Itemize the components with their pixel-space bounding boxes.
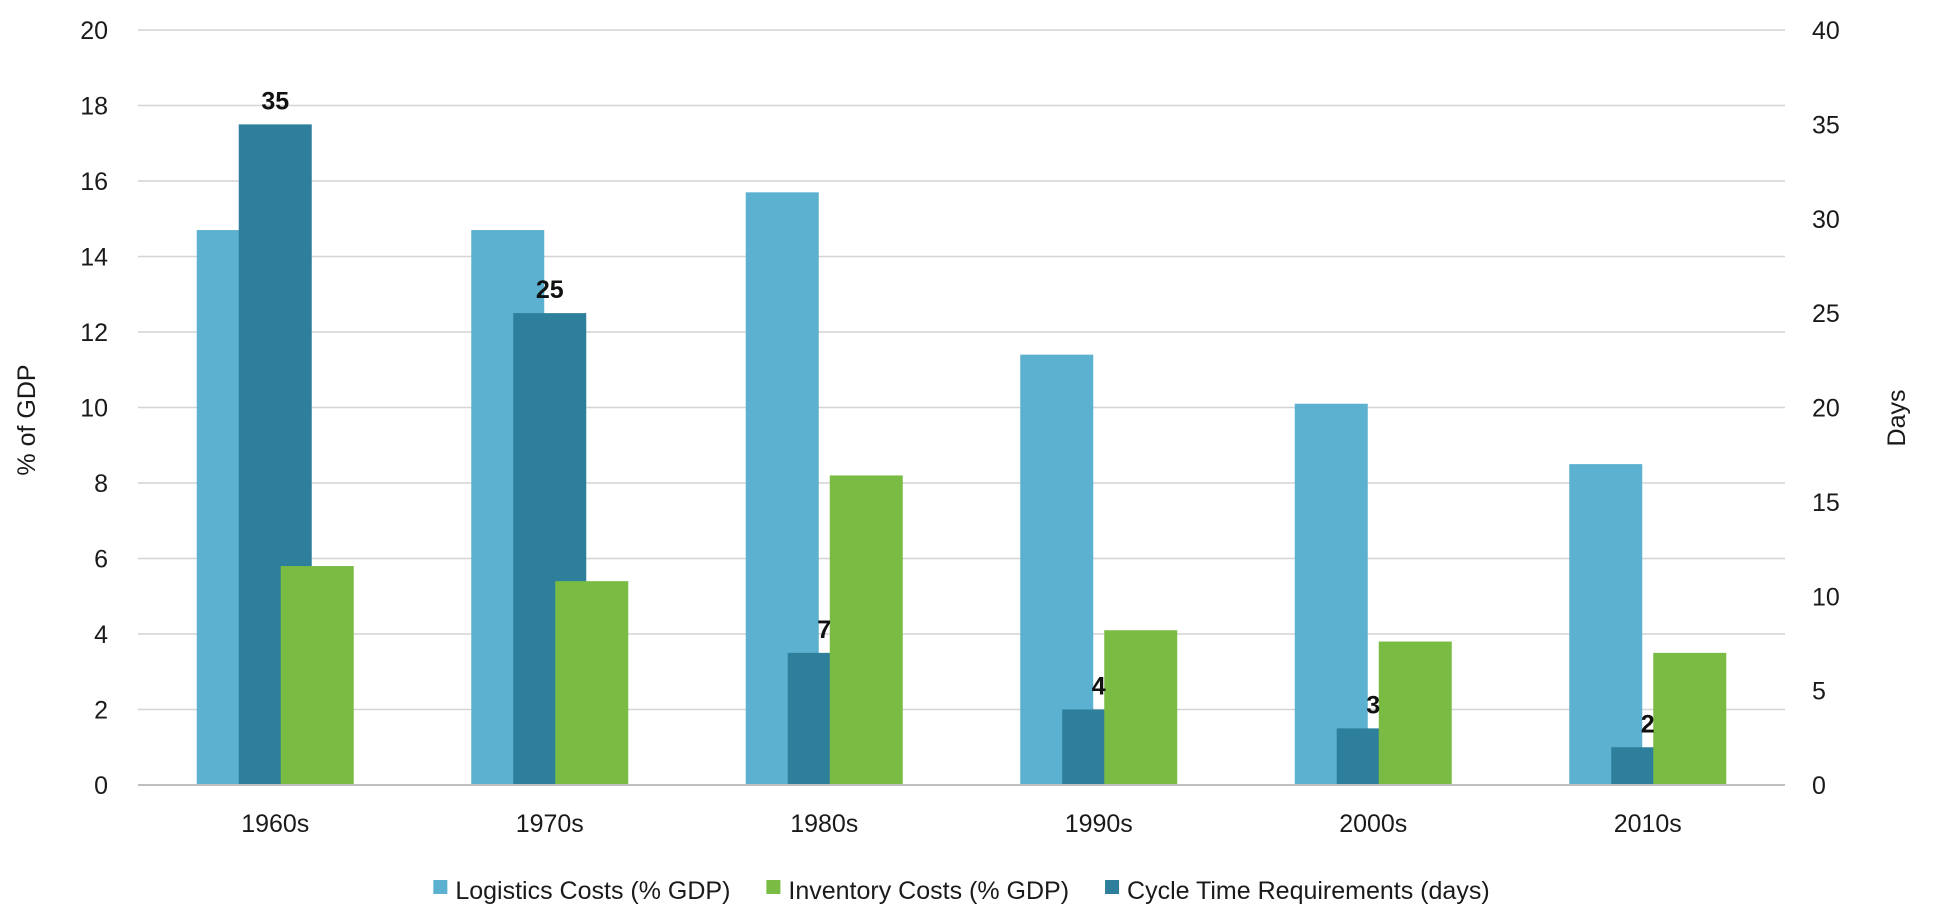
y-tick-label-right: 25: [1812, 300, 1840, 328]
bar: [1378, 641, 1452, 785]
data-label: 7: [817, 616, 831, 644]
legend-label: Inventory Costs (% GDP): [788, 877, 1069, 905]
y-axis-title-right: Days: [1883, 390, 1911, 447]
bar: [555, 581, 629, 785]
legend: Logistics Costs (% GDP) Inventory Costs (…: [433, 877, 1490, 905]
data-label: 4: [1092, 673, 1106, 701]
bar: [1569, 464, 1643, 785]
gridlines: [138, 29, 1785, 711]
y-tick-label-right: 0: [1812, 772, 1826, 800]
y-tick-label-left: 10: [80, 395, 108, 423]
y-tick-label-right: 30: [1812, 206, 1840, 234]
y-tick-label-left: 12: [80, 319, 108, 347]
legend-swatch: [433, 880, 448, 894]
legend-item: Cycle Time Requirements (days): [1105, 877, 1490, 905]
y-tick-label-right: 10: [1812, 583, 1840, 611]
bar: [1653, 652, 1727, 785]
x-tick-label: 1990s: [1065, 810, 1133, 838]
x-tick-label: 2000s: [1339, 810, 1407, 838]
bar: [829, 475, 903, 785]
x-tick-label: 1970s: [516, 810, 584, 838]
y-tick-label-left: 6: [94, 546, 108, 574]
y-tick-label-left: 8: [94, 470, 108, 498]
legend-item: Inventory Costs (% GDP): [766, 877, 1069, 905]
axes: 0 2 4 6 8 10 12 14 16 18 20 0 5 10 15 20 25 30 35 40 1960s 19…: [80, 17, 1840, 838]
legend-swatch: [1105, 880, 1120, 894]
y-tick-label-left: 20: [80, 17, 108, 45]
data-label: 3: [1366, 691, 1380, 719]
y-tick-label-right: 40: [1812, 17, 1840, 45]
x-tick-label: 1960s: [241, 810, 309, 838]
y-tick-label-left: 18: [80, 93, 108, 121]
y-tick-label-left: 14: [80, 244, 108, 272]
y-tick-label-right: 5: [1812, 678, 1826, 706]
y-tick-label-right: 20: [1812, 395, 1840, 423]
legend-label: Logistics Costs (% GDP): [455, 877, 730, 905]
bars: [196, 124, 1727, 785]
y-tick-label-right: 35: [1812, 111, 1840, 139]
data-label: 2: [1641, 710, 1655, 738]
x-tick-label: 2010s: [1614, 810, 1682, 838]
legend-item: Logistics Costs (% GDP): [433, 877, 730, 905]
data-label: 25: [536, 276, 564, 304]
bar: [1294, 403, 1368, 785]
x-tick-label: 1980s: [790, 810, 858, 838]
y-tick-label-left: 2: [94, 697, 108, 725]
y-tick-label-left: 16: [80, 168, 108, 196]
y-tick-label-left: 0: [94, 772, 108, 800]
y-axis-title-left: % of GDP: [13, 364, 41, 475]
bar: [1104, 630, 1178, 785]
y-tick-label-right: 15: [1812, 489, 1840, 517]
legend-label: Cycle Time Requirements (days): [1127, 877, 1490, 905]
legend-swatch: [766, 880, 781, 894]
bar: [280, 566, 354, 785]
data-label: 35: [261, 87, 289, 115]
y-tick-label-left: 4: [94, 621, 108, 649]
data-labels: 35 25 7 4 3 2: [261, 87, 1654, 738]
